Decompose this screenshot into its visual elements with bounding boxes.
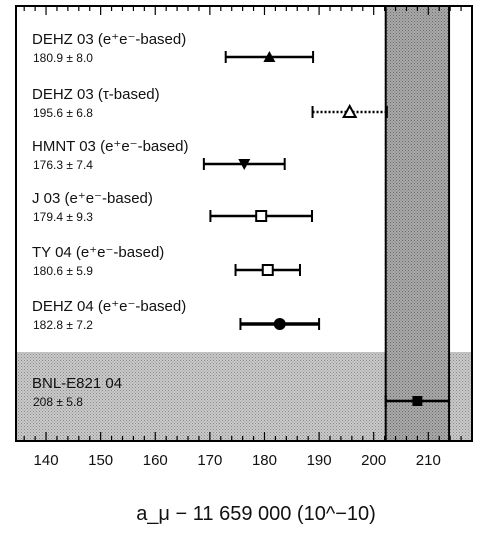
point-value: 208 ± 5.8: [33, 395, 83, 409]
data-point: [261, 264, 274, 276]
point-value: 180.6 ± 5.9: [33, 264, 93, 278]
x-tick-label: 210: [416, 452, 441, 469]
axes-layer: [15, 5, 473, 442]
data-point: [412, 396, 423, 406]
data-point: [238, 159, 251, 170]
x-tick-label: 160: [143, 452, 168, 469]
point-label: DEHZ 04 (e⁺e⁻-based): [32, 298, 186, 315]
point-label: HMNT 03 (e⁺e⁻-based): [32, 138, 188, 155]
point-label: DEHZ 03 (e⁺e⁻-based): [32, 31, 186, 48]
x-tick-label: 140: [34, 452, 59, 469]
point-value: 179.4 ± 9.3: [33, 210, 93, 224]
background-layer: [16, 6, 472, 441]
x-tick-label: 180: [252, 452, 277, 469]
point-label: DEHZ 03 (τ-based): [32, 86, 160, 103]
point-value: 182.8 ± 7.2: [33, 318, 93, 332]
x-tick-label: 190: [307, 452, 332, 469]
point-value: 195.6 ± 6.8: [33, 106, 93, 120]
point-value: 176.3 ± 7.4: [33, 158, 93, 172]
point-label: BNL-E821 04: [32, 375, 122, 392]
plot-frame: [15, 5, 473, 442]
point-label: TY 04 (e⁺e⁻-based): [32, 244, 164, 261]
marks-layer: [202, 51, 451, 407]
point-label: J 03 (e⁺e⁻-based): [32, 190, 153, 207]
labels-layer: 140 150 160 170 180 190 200 210 a_μ − 11 659 000…: [32, 31, 441, 525]
point-value: 180.9 ± 8.0: [33, 51, 93, 65]
data-point: [255, 210, 268, 222]
x-tick-label: 200: [361, 452, 386, 469]
experiment-band: [385, 6, 450, 441]
data-point: [341, 103, 358, 118]
x-axis-title: a_μ − 11 659 000 (10^−10): [136, 503, 376, 525]
data-point: [273, 318, 286, 330]
data-point: [263, 51, 276, 62]
x-tick-label: 150: [88, 452, 113, 469]
x-tick-label: 170: [197, 452, 222, 469]
